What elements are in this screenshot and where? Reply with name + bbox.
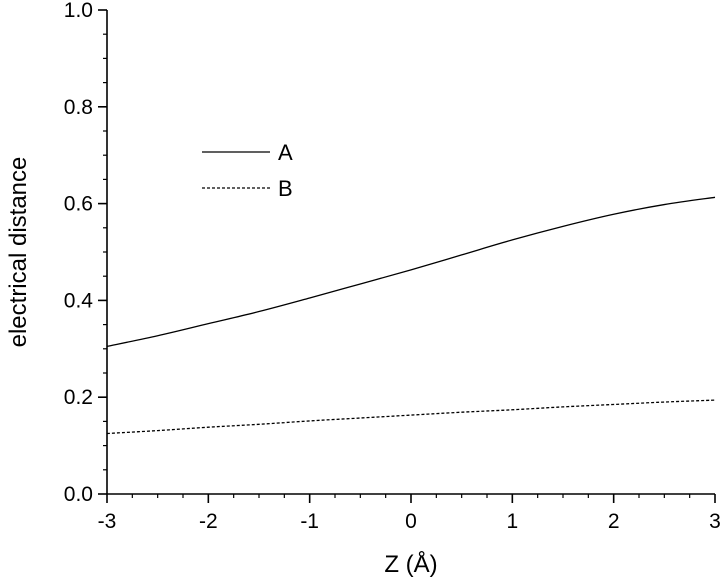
y-axis-title: electrical distance [5,157,32,348]
series-layer [106,196,716,435]
x-tick-label: 3 [709,510,720,533]
x-tick-label: -2 [199,510,218,533]
x-tick-label: 1 [506,510,518,533]
y-tick-label: 0.0 [64,483,93,506]
y-tick-label: 0.4 [64,289,94,312]
y-axis-ticks: 0.0 0.2 0.4 0.6 0.8 1.0 [64,0,107,506]
series-line-b [106,399,716,435]
plot-frame [106,10,715,495]
x-axis-title: Z (Å) [384,550,437,578]
y-tick-label: 0.8 [64,96,93,119]
legend-label-a: A [278,140,293,165]
x-tick-label: 2 [608,510,620,533]
x-tick-label: -1 [300,510,319,533]
y-tick-label: 0.2 [64,386,93,409]
x-tick-label: 0 [405,510,417,533]
legend: AB [202,140,293,201]
x-axis-ticks: -3 -2 -1 0 1 2 3 [98,494,720,533]
x-tick-label: -3 [98,510,117,533]
y-tick-label: 0.6 [64,193,93,216]
y-tick-label: 1.0 [64,0,93,22]
legend-label-b: B [278,176,293,201]
series-line-a [106,196,716,348]
